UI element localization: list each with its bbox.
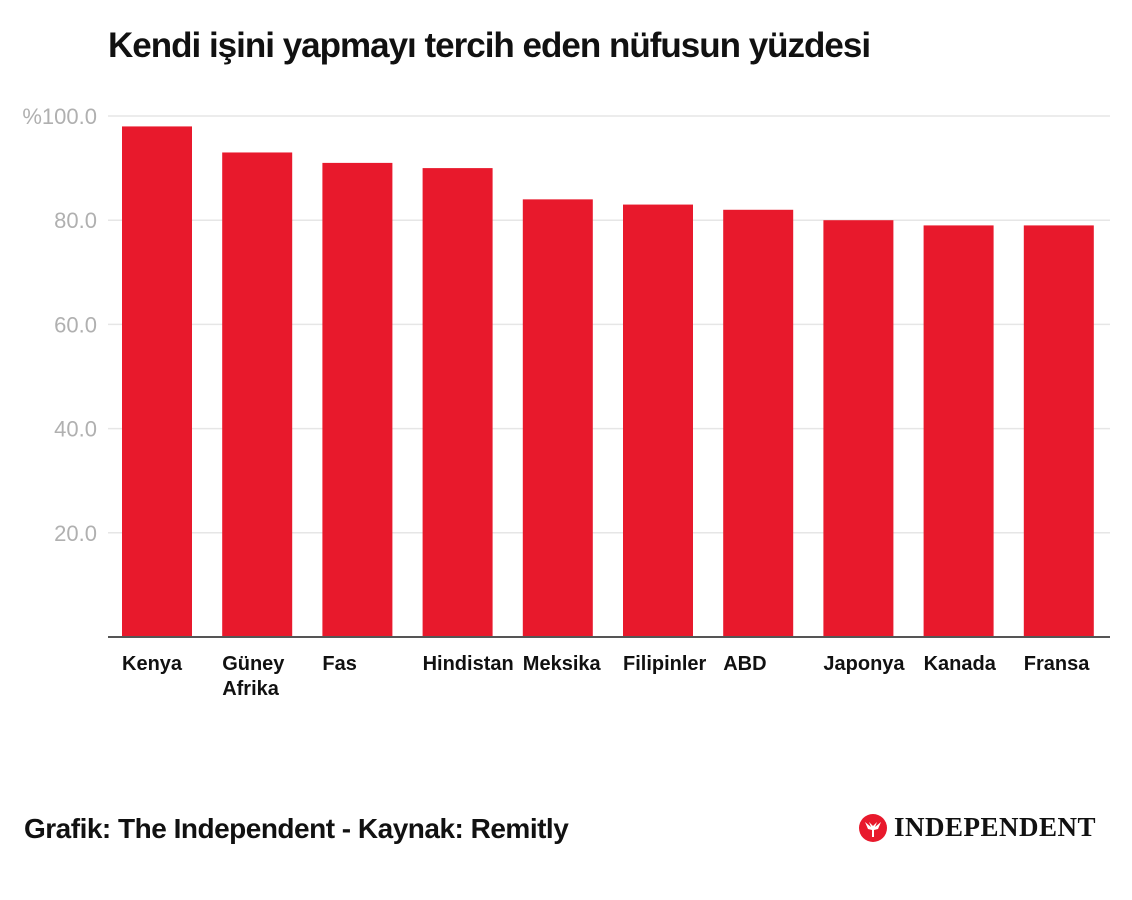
x-category-label: Hindistan (423, 653, 514, 675)
x-category-label: Fas (322, 653, 356, 675)
x-axis-category-labels: Kenya Güney Afrika Fas Hindistan Meksika Filip… (122, 653, 1090, 700)
y-tick-label: 60.0 (54, 312, 97, 337)
bar (422, 168, 493, 637)
y-tick-label: %100.0 (22, 104, 97, 129)
y-axis-tick-labels: 20.0 40.0 60.0 80.0 %100.0 (22, 104, 97, 546)
chart-title: Kendi işini yapmayı tercih eden nüfusun … (108, 26, 871, 65)
x-category-label: Kenya (122, 653, 183, 675)
source-credit: Grafik: The Independent - Kaynak: Remitl… (24, 813, 569, 844)
bar (122, 126, 192, 638)
y-tick-label: 40.0 (54, 417, 97, 442)
bar (1023, 225, 1094, 637)
bar (823, 220, 894, 637)
x-category-label: Meksika (523, 653, 602, 675)
eagle-emblem-icon (859, 813, 887, 842)
bar (522, 199, 593, 638)
bar (623, 204, 693, 637)
bar (723, 209, 794, 637)
bar (222, 152, 293, 637)
bar (923, 225, 994, 637)
x-category-label: ABD (723, 653, 766, 675)
x-category-label: Japonya (823, 653, 905, 675)
x-category-label: Fransa (1024, 653, 1090, 675)
x-category-label: Kanada (924, 653, 997, 675)
independent-logo[interactable]: INDEPENDENT (858, 812, 1096, 843)
bar (322, 162, 393, 637)
logo-wordmark: INDEPENDENT (894, 812, 1097, 842)
y-tick-label: 80.0 (54, 208, 97, 233)
y-tick-label: 20.0 (54, 521, 97, 546)
bars (122, 126, 1094, 638)
x-category-label: Filipinler (623, 653, 707, 675)
x-category-label: Güney Afrika (222, 653, 285, 700)
